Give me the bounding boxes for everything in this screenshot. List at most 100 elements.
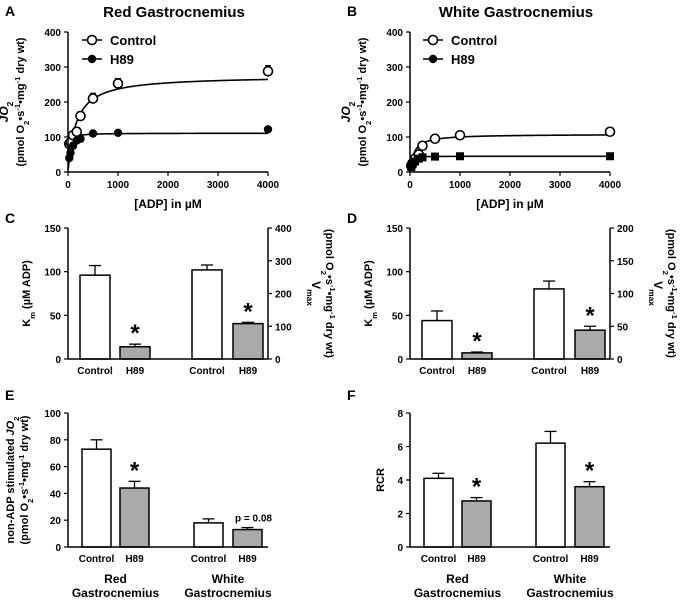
y-right-tick-label: 100 — [617, 290, 634, 301]
label-part: -1 — [329, 312, 338, 320]
y-left-tick-label: 50 — [392, 311, 404, 322]
group-label-line: Gastrocnemius — [184, 586, 272, 600]
y-tick-label: 400 — [386, 28, 403, 39]
label-part: •s — [665, 275, 677, 285]
y-tick-label: 8 — [397, 409, 403, 420]
label-part: max — [647, 289, 657, 306]
label-part: dry wt) — [323, 319, 335, 358]
fit-curve-control — [409, 134, 611, 170]
label-part: JO — [339, 106, 353, 123]
label-part: K — [363, 319, 375, 327]
label-part: •mg — [665, 292, 677, 312]
y-right-tick-label: 100 — [275, 322, 292, 333]
label-part: •s — [357, 111, 369, 121]
significance-star: * — [130, 320, 140, 347]
panel-letter: C — [5, 210, 15, 226]
legend-marker — [428, 54, 438, 64]
bar-control — [191, 269, 223, 360]
y-axis-label: RCR — [375, 468, 387, 492]
y-right-tick-label: 0 — [617, 355, 623, 366]
panel-letter: A — [5, 3, 15, 19]
label-part: (pmol O — [357, 124, 369, 166]
label-part: µ — [185, 197, 192, 211]
data-point-h89 — [456, 152, 464, 161]
bar-control — [79, 274, 111, 360]
data-point-h89 — [418, 153, 427, 162]
y-right-tick-label: 50 — [617, 322, 629, 333]
y-axis-unit: (pmol O2•s-1•mg-1 dry wt) — [13, 37, 31, 166]
y-right-unit: (pmol O2•s-1•mg-1 dry wt) — [662, 229, 680, 358]
y-tick-label: 100 — [386, 133, 403, 144]
label-part: •mg — [357, 83, 369, 103]
label-part: M — [534, 197, 544, 211]
data-point-h89 — [113, 128, 123, 137]
bar-category-label: H89 — [239, 366, 258, 377]
x-axis-label: [ADP] in µM — [134, 197, 202, 211]
y-left-label: Km (µM ADP) — [21, 260, 37, 327]
bar-category-label: H89 — [468, 366, 487, 377]
x-tick-label: 2000 — [499, 180, 522, 191]
bar-control — [81, 448, 112, 548]
y-tick-label: 400 — [44, 28, 61, 39]
data-point-control — [75, 110, 86, 122]
fit-curve-h89 — [409, 155, 611, 166]
y-left-tick-label: 0 — [55, 355, 61, 366]
bar-category-label: Control — [421, 554, 457, 565]
x-tick-label: 1000 — [107, 180, 130, 191]
data-point-h89 — [606, 152, 614, 161]
label-part: M — [192, 197, 202, 211]
label-part: (pmol O — [665, 229, 677, 271]
significance-star: * — [243, 298, 253, 325]
data-point-control — [262, 65, 274, 77]
y-tick-label: 2 — [397, 510, 403, 521]
y-right-tick-label: 300 — [275, 257, 292, 268]
fit-curve-h89 — [67, 132, 269, 162]
y-tick-label: 200 — [386, 98, 403, 109]
y-right-label: Vmax — [647, 281, 665, 306]
bar-control — [421, 319, 453, 360]
panel-title: Red Gastrocnemius — [103, 4, 245, 21]
label-part: (pmol O — [323, 229, 335, 271]
y-tick-label: 100 — [44, 133, 61, 144]
group-label-line: Red — [446, 572, 469, 586]
data-point-control — [71, 126, 83, 138]
legend-label: Control — [451, 33, 497, 48]
y-left-tick-label: 100 — [386, 268, 403, 279]
label-part: JO — [5, 420, 17, 435]
y-axis-unit: (pmol O2•s-1•mg-1 dry wt) — [355, 37, 373, 166]
x-tick-label: 0 — [407, 180, 413, 191]
panel-letter: F — [347, 387, 356, 403]
bar-h89 — [119, 346, 151, 360]
label-part: -1 — [17, 454, 26, 462]
significance-star: * — [472, 474, 482, 501]
y-right-tick-label: 200 — [275, 290, 292, 301]
significance-star: * — [472, 328, 482, 355]
label-part: non-ADP stimulated — [5, 435, 17, 543]
label-part: ( — [363, 305, 375, 312]
bar-category-label: Control — [79, 554, 115, 565]
label-part: 2 — [5, 101, 15, 106]
label-part: 2 — [12, 417, 21, 421]
group-label-line: Gastrocnemius — [72, 586, 160, 600]
label-part: (pmol O — [19, 502, 31, 544]
fit-curve-control — [67, 78, 269, 170]
data-point-control — [417, 140, 428, 152]
legend-label: H89 — [451, 52, 475, 67]
bar-category-label: Control — [191, 554, 227, 565]
label-part: K — [21, 319, 33, 327]
y-axis-label: non-ADP stimulated JO2 — [5, 417, 21, 544]
panel-letter: E — [5, 387, 14, 403]
label-part: 2 — [662, 271, 671, 275]
y-left-label: Km (µM ADP) — [363, 260, 379, 327]
y-axis-unit: (pmol O2•s-1•mg-1 dry wt) — [17, 415, 35, 544]
legend-marker — [87, 54, 97, 64]
y-tick-label: 300 — [386, 63, 403, 74]
data-point-control — [604, 126, 616, 138]
bar-category-label: Control — [531, 366, 567, 377]
group-label-line: White — [554, 572, 587, 586]
label-part: •mg — [323, 292, 335, 312]
x-tick-label: 4000 — [599, 180, 622, 191]
group-label-line: Gastrocnemius — [414, 586, 502, 600]
label-part: dry wt) — [357, 37, 369, 76]
